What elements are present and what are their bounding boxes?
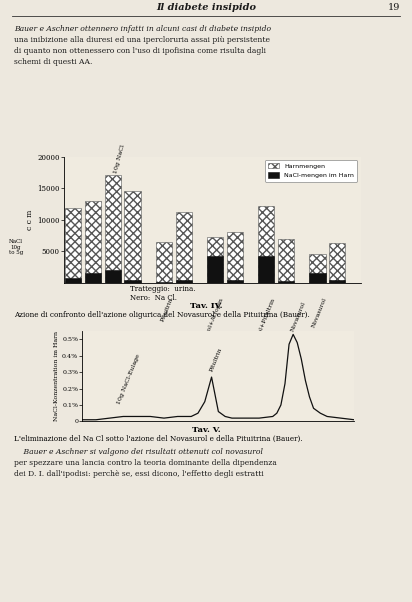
Y-axis label: c c m: c c m (26, 209, 35, 230)
Bar (207, 237, 223, 283)
Text: Novasurol: Novasurol (311, 297, 328, 329)
Text: Novasurol+Pitultrin: Novasurol+Pitultrin (248, 297, 276, 357)
Bar (329, 243, 345, 283)
Text: Pitultrin: Pitultrin (209, 347, 223, 372)
Text: di quanto non ottenessero con l'uso di ipofisina come risulta dagli: di quanto non ottenessero con l'uso di i… (14, 47, 266, 55)
Bar (105, 175, 121, 283)
Text: Il diabete insipido: Il diabete insipido (156, 2, 256, 11)
Legend: Harnmengen, NaCl-mengen im Harn: Harnmengen, NaCl-mengen im Harn (265, 160, 357, 182)
Bar (176, 212, 192, 283)
Text: 10g NaCl: 10g NaCl (113, 144, 125, 174)
Bar (156, 282, 172, 283)
Text: 19: 19 (388, 2, 400, 11)
Text: schemi di questi AA.: schemi di questi AA. (14, 58, 92, 66)
Text: Bauer e Aschner ottennero infatti in alcuni casi di diabete insipido: Bauer e Aschner ottennero infatti in alc… (14, 25, 271, 33)
Text: L'eliminazione del Na Cl sotto l'azione del Novasurol e della Pituitrina (Bauer): L'eliminazione del Na Cl sotto l'azione … (14, 435, 303, 443)
Bar (176, 281, 192, 283)
Bar (329, 281, 345, 283)
Text: Nero:  Na Cl.: Nero: Na Cl. (130, 294, 177, 302)
Text: Tav. V.: Tav. V. (192, 426, 220, 434)
Bar (258, 206, 274, 283)
Bar (278, 281, 294, 283)
Text: Pituitrin: Pituitrin (159, 297, 174, 322)
Bar (309, 254, 325, 283)
Bar (124, 281, 140, 283)
Bar (227, 281, 243, 283)
Text: per spezzare una lancia contro la teoria dominante della dipendenza: per spezzare una lancia contro la teoria… (14, 459, 277, 468)
Text: Azione di confronto dell'azione oligurica del Novasurol e della Pituitrina (Baue: Azione di confronto dell'azione oliguric… (14, 311, 310, 319)
Text: una inibizione alla diuresi ed una ipercloruria assai più persistente: una inibizione alla diuresi ed una iperc… (14, 36, 270, 44)
Bar (278, 238, 294, 283)
Text: NaCl
10g
to 5g: NaCl 10g to 5g (9, 239, 23, 255)
Bar (258, 256, 274, 283)
Text: Tratteggio:  urina.: Tratteggio: urina. (130, 285, 196, 293)
Bar (124, 191, 140, 283)
Y-axis label: NaCl-Konzentration im Harn: NaCl-Konzentration im Harn (54, 331, 59, 421)
Text: Novasurol+Atropin: Novasurol+Atropin (197, 297, 225, 355)
Text: Tav. IV.: Tav. IV. (190, 302, 222, 310)
Bar (65, 208, 81, 283)
Bar (105, 270, 121, 283)
Text: Bauer e Aschner si valgono dei risultati ottenuti col novasurol: Bauer e Aschner si valgono dei risultati… (14, 448, 263, 456)
Bar (65, 278, 81, 283)
Bar (85, 273, 101, 283)
Text: 10g NaCl-Eulage: 10g NaCl-Eulage (117, 353, 141, 405)
Text: Novasurol: Novasurol (290, 301, 307, 333)
Bar (227, 232, 243, 283)
Bar (309, 273, 325, 283)
Bar (207, 256, 223, 283)
Text: dei D. I. dall'ipodisi: perchè se, essi dicono, l'effetto degli estratti: dei D. I. dall'ipodisi: perchè se, essi … (14, 471, 264, 479)
Bar (156, 242, 172, 283)
Bar (85, 201, 101, 283)
